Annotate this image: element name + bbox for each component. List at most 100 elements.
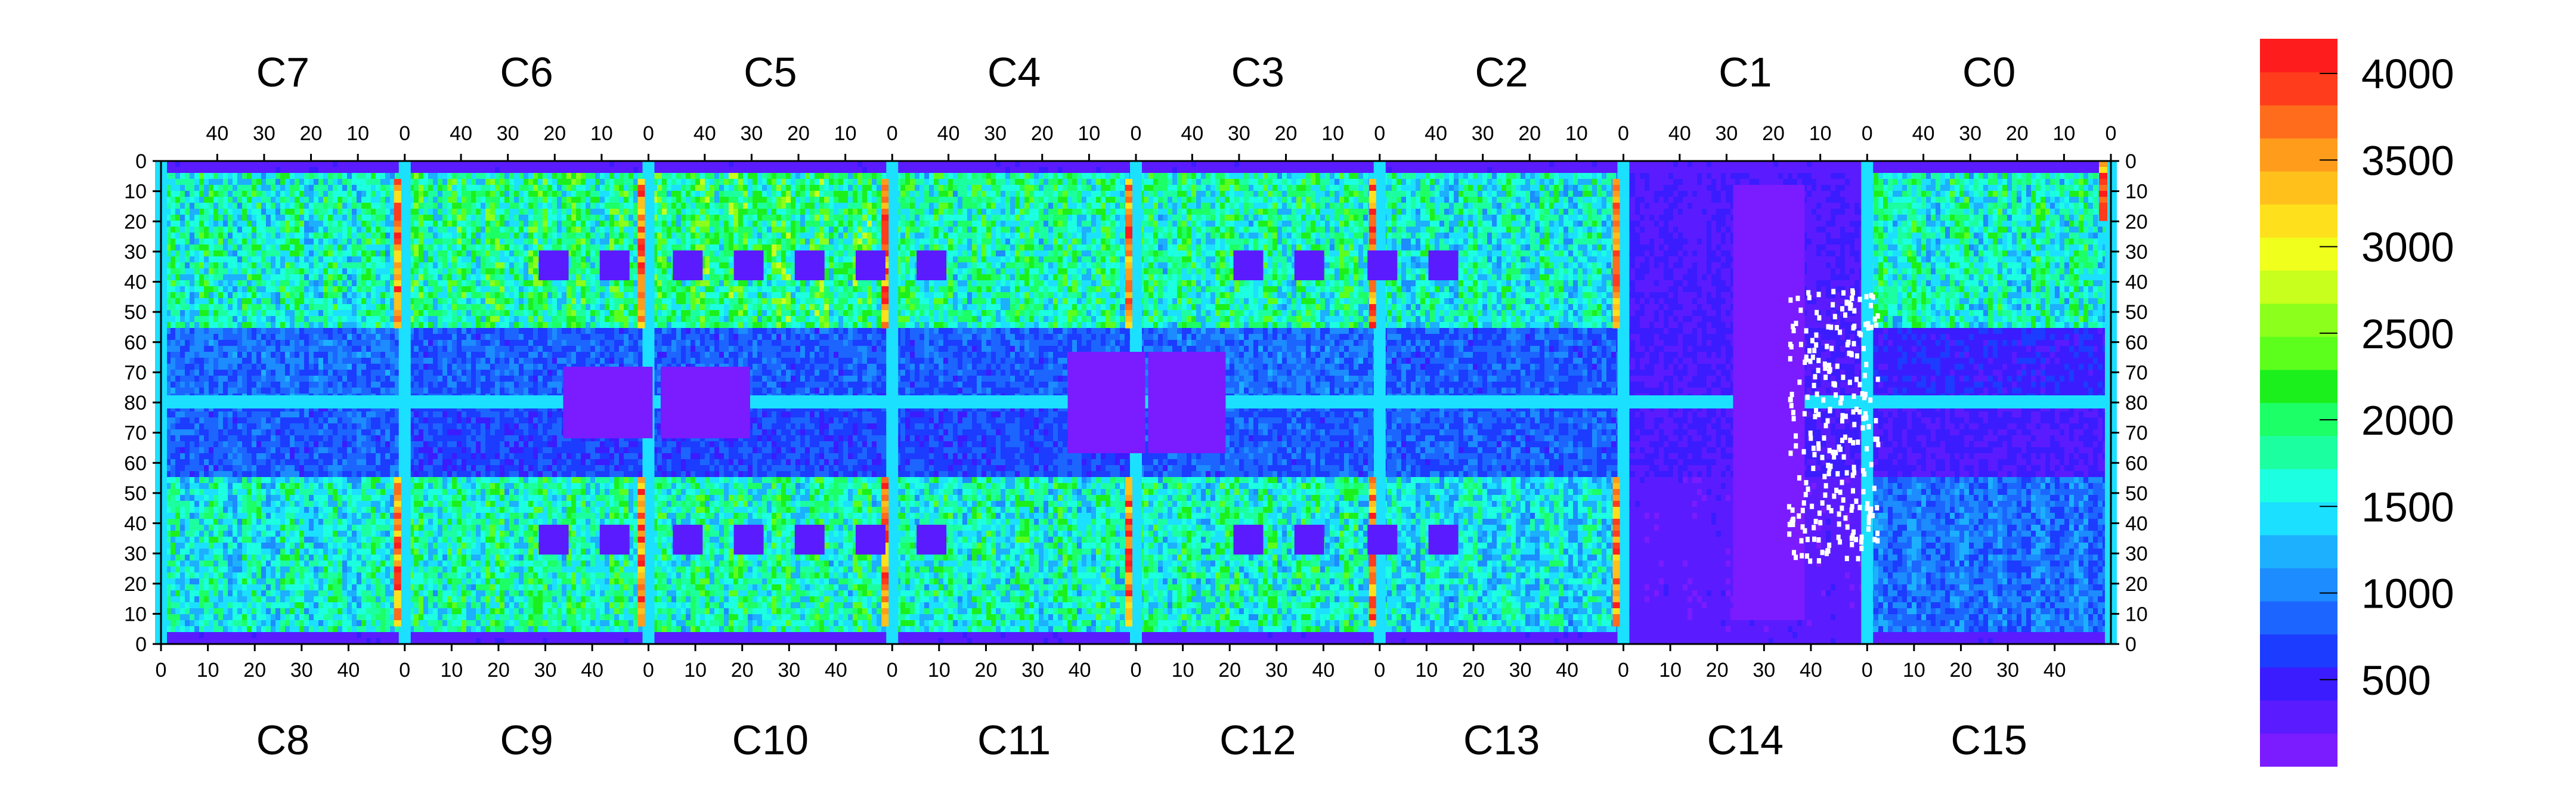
heatmap-cell <box>1335 167 1340 174</box>
heatmap-cell <box>504 197 510 203</box>
heatmap-cell <box>333 227 338 233</box>
heatmap-cell <box>1902 221 1908 227</box>
heatmap-cell <box>1320 191 1326 197</box>
heatmap-cell <box>1363 209 1368 215</box>
heatmap-cell <box>1306 215 1311 221</box>
heatmap-cell <box>1511 191 1516 197</box>
heatmap-cell <box>1840 161 1846 168</box>
heatmap-cell <box>1435 185 1440 191</box>
heatmap-cell <box>1196 209 1202 215</box>
heatmap-cell <box>1272 197 1278 203</box>
heatmap-cell <box>1606 197 1612 203</box>
heatmap-cell <box>1282 185 1287 191</box>
heatmap-cell <box>681 203 686 209</box>
heatmap-cell <box>1191 221 1197 227</box>
heatmap-cell <box>1544 227 1550 233</box>
heatmap-cell <box>1125 161 1130 168</box>
heatmap-cell <box>2041 185 2046 191</box>
heatmap-cell <box>1535 173 1540 179</box>
heatmap-cell <box>428 203 434 209</box>
heatmap-cell <box>1039 215 1044 221</box>
heatmap-cell <box>1850 167 1855 174</box>
heatmap-cell <box>495 209 500 215</box>
heatmap-cell <box>1950 191 1955 197</box>
heatmap-cell <box>1258 203 1264 209</box>
heatmap-cell <box>1998 179 2003 185</box>
heatmap-cell <box>466 185 472 191</box>
heatmap-cell <box>714 191 720 197</box>
heatmap-cell <box>423 197 429 203</box>
heatmap-cell <box>1339 191 1345 197</box>
heatmap-cell <box>1411 221 1416 227</box>
heatmap-cell <box>853 209 858 215</box>
heatmap-cell <box>533 209 538 215</box>
heatmap-cell <box>1974 161 1979 168</box>
heatmap-cell <box>1272 191 1278 197</box>
heatmap-cell <box>1726 191 1731 197</box>
heatmap-cell <box>318 173 324 179</box>
heatmap-cell <box>1086 179 1092 185</box>
heatmap-cell <box>514 203 519 209</box>
heatmap-cell <box>1420 197 1426 203</box>
heatmap-cell <box>333 209 338 215</box>
heatmap-cell <box>476 179 481 185</box>
heatmap-cell <box>1487 191 1493 197</box>
heatmap-cell <box>1726 221 1731 227</box>
heatmap-cell <box>442 197 448 203</box>
heatmap-cell <box>1506 179 1512 185</box>
heatmap-cell <box>1444 173 1450 179</box>
heatmap-cell <box>910 209 915 215</box>
heatmap-cell <box>524 209 529 215</box>
heatmap-cell <box>1835 173 1841 179</box>
heatmap-cell <box>1201 221 1206 227</box>
heatmap-cell <box>357 215 362 221</box>
heatmap-cell <box>800 173 806 179</box>
heatmap-cell <box>1983 197 1989 203</box>
heatmap-cell <box>1950 173 1955 179</box>
heatmap-cell <box>1807 221 1812 227</box>
heatmap-cell <box>662 197 667 203</box>
heatmap-cell <box>1230 197 1235 203</box>
heatmap-cell <box>1034 221 1039 227</box>
heatmap-cell <box>1311 209 1316 215</box>
heatmap-cell <box>1258 161 1264 168</box>
heatmap-cell <box>2088 203 2094 209</box>
heatmap-cell <box>1659 221 1664 227</box>
heatmap-cell <box>218 173 224 179</box>
heatmap-cell <box>2088 185 2094 191</box>
heatmap-cell <box>2079 167 2084 174</box>
heatmap-cell <box>228 167 233 174</box>
heatmap-cell <box>905 185 911 191</box>
heatmap-cell <box>419 215 424 221</box>
heatmap-cell <box>633 221 639 227</box>
heatmap-cell <box>1230 179 1235 185</box>
heatmap-cell <box>1349 203 1354 209</box>
heatmap-cell <box>915 167 920 174</box>
heatmap-cell <box>1153 203 1159 209</box>
heatmap-cell <box>366 209 371 215</box>
heatmap-cell <box>1659 215 1664 221</box>
heatmap-cell <box>1234 179 1240 185</box>
heatmap-cell <box>1120 197 1125 203</box>
heatmap-cell <box>328 233 333 239</box>
heatmap-cell <box>1554 215 1559 221</box>
heatmap-cell <box>476 161 481 168</box>
heatmap-cell <box>786 191 791 197</box>
heatmap-cell <box>299 167 305 174</box>
heatmap-cell <box>1158 203 1163 209</box>
heatmap-cell <box>1716 215 1722 221</box>
heatmap-cell <box>819 203 825 209</box>
heatmap-cell <box>1063 161 1068 168</box>
heatmap-cell <box>1210 185 1216 191</box>
heatmap-cell <box>686 191 691 197</box>
heatmap-cell <box>1072 167 1078 174</box>
heatmap-cell <box>958 209 963 215</box>
heatmap-cell <box>1597 173 1602 179</box>
heatmap-cell <box>1554 203 1559 209</box>
heatmap-cell <box>490 185 496 191</box>
heatmap-cell <box>791 179 796 185</box>
heatmap-cell <box>1678 221 1683 227</box>
heatmap-cell <box>1463 173 1469 179</box>
heatmap-cell <box>1563 227 1569 233</box>
heatmap-cell <box>929 161 934 168</box>
